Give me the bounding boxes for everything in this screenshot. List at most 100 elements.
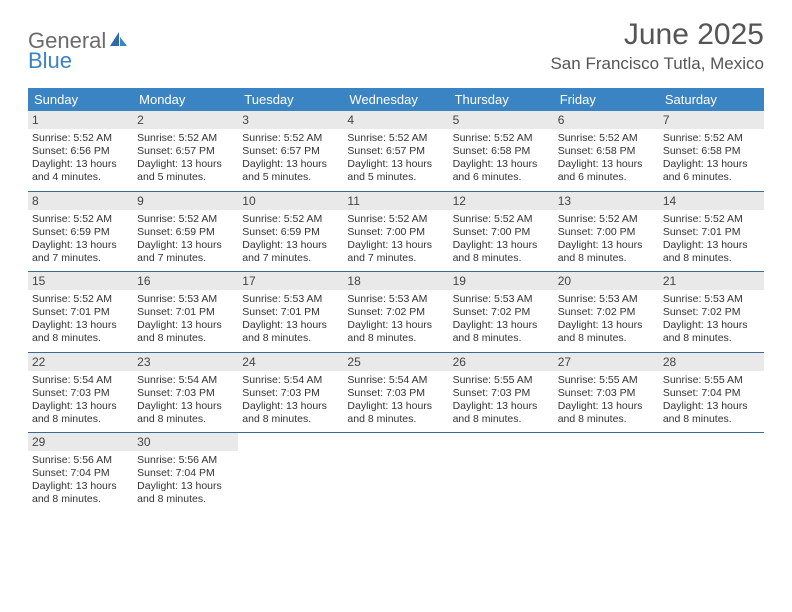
day-number: 16 bbox=[133, 272, 238, 290]
day-number: 20 bbox=[554, 272, 659, 290]
day-number: 19 bbox=[449, 272, 554, 290]
sunrise-line: Sunrise: 5:55 AM bbox=[663, 374, 760, 387]
day-number: 22 bbox=[28, 353, 133, 371]
day-number: 21 bbox=[659, 272, 764, 290]
sunrise-line: Sunrise: 5:53 AM bbox=[347, 293, 444, 306]
day-number: 3 bbox=[238, 111, 343, 129]
daylight-line: Daylight: 13 hours bbox=[32, 319, 129, 332]
calendar-cell: 6Sunrise: 5:52 AMSunset: 6:58 PMDaylight… bbox=[554, 111, 659, 191]
daylight-line: Daylight: 13 hours bbox=[663, 400, 760, 413]
calendar-cell bbox=[554, 433, 659, 513]
daylight-line: and 8 minutes. bbox=[558, 252, 655, 265]
sunrise-line: Sunrise: 5:56 AM bbox=[32, 454, 129, 467]
sunset-line: Sunset: 7:03 PM bbox=[347, 387, 444, 400]
sunset-line: Sunset: 6:59 PM bbox=[242, 226, 339, 239]
daylight-line: and 5 minutes. bbox=[347, 171, 444, 184]
day-number: 10 bbox=[238, 192, 343, 210]
calendar-cell: 10Sunrise: 5:52 AMSunset: 6:59 PMDayligh… bbox=[238, 192, 343, 272]
brand-part2-wrap: Blue bbox=[28, 48, 72, 74]
day-of-week-header: Sunday Monday Tuesday Wednesday Thursday… bbox=[28, 88, 764, 111]
daylight-line: and 7 minutes. bbox=[137, 252, 234, 265]
day-number: 27 bbox=[554, 353, 659, 371]
sunrise-line: Sunrise: 5:52 AM bbox=[663, 213, 760, 226]
sunset-line: Sunset: 6:57 PM bbox=[242, 145, 339, 158]
week-row: 1Sunrise: 5:52 AMSunset: 6:56 PMDaylight… bbox=[28, 111, 764, 192]
sunrise-line: Sunrise: 5:52 AM bbox=[32, 293, 129, 306]
daylight-line: Daylight: 13 hours bbox=[347, 158, 444, 171]
day-number: 12 bbox=[449, 192, 554, 210]
calendar-cell: 14Sunrise: 5:52 AMSunset: 7:01 PMDayligh… bbox=[659, 192, 764, 272]
sunset-line: Sunset: 6:59 PM bbox=[32, 226, 129, 239]
sunset-line: Sunset: 7:00 PM bbox=[453, 226, 550, 239]
day-number: 29 bbox=[28, 433, 133, 451]
sunrise-line: Sunrise: 5:52 AM bbox=[137, 213, 234, 226]
day-number: 30 bbox=[133, 433, 238, 451]
sunset-line: Sunset: 7:04 PM bbox=[663, 387, 760, 400]
sunset-line: Sunset: 7:03 PM bbox=[137, 387, 234, 400]
daylight-line: Daylight: 13 hours bbox=[32, 400, 129, 413]
calendar-cell bbox=[659, 433, 764, 513]
daylight-line: and 8 minutes. bbox=[347, 413, 444, 426]
day-number: 23 bbox=[133, 353, 238, 371]
calendar-cell bbox=[343, 433, 448, 513]
sunrise-line: Sunrise: 5:53 AM bbox=[137, 293, 234, 306]
day-number: 7 bbox=[659, 111, 764, 129]
calendar-cell: 5Sunrise: 5:52 AMSunset: 6:58 PMDaylight… bbox=[449, 111, 554, 191]
daylight-line: and 8 minutes. bbox=[453, 252, 550, 265]
daylight-line: and 8 minutes. bbox=[453, 413, 550, 426]
daylight-line: and 8 minutes. bbox=[347, 332, 444, 345]
dow-wednesday: Wednesday bbox=[343, 88, 448, 111]
daylight-line: Daylight: 13 hours bbox=[663, 319, 760, 332]
daylight-line: and 8 minutes. bbox=[558, 413, 655, 426]
sunset-line: Sunset: 7:02 PM bbox=[347, 306, 444, 319]
sunset-line: Sunset: 7:03 PM bbox=[558, 387, 655, 400]
daylight-line: and 7 minutes. bbox=[32, 252, 129, 265]
calendar-cell: 17Sunrise: 5:53 AMSunset: 7:01 PMDayligh… bbox=[238, 272, 343, 352]
calendar-cell: 12Sunrise: 5:52 AMSunset: 7:00 PMDayligh… bbox=[449, 192, 554, 272]
calendar-cell: 29Sunrise: 5:56 AMSunset: 7:04 PMDayligh… bbox=[28, 433, 133, 513]
calendar-cell: 9Sunrise: 5:52 AMSunset: 6:59 PMDaylight… bbox=[133, 192, 238, 272]
daylight-line: Daylight: 13 hours bbox=[663, 158, 760, 171]
sunset-line: Sunset: 6:59 PM bbox=[137, 226, 234, 239]
daylight-line: and 5 minutes. bbox=[242, 171, 339, 184]
day-number: 4 bbox=[343, 111, 448, 129]
daylight-line: Daylight: 13 hours bbox=[558, 239, 655, 252]
calendar-cell: 19Sunrise: 5:53 AMSunset: 7:02 PMDayligh… bbox=[449, 272, 554, 352]
daylight-line: and 8 minutes. bbox=[663, 332, 760, 345]
sunset-line: Sunset: 7:02 PM bbox=[558, 306, 655, 319]
sunrise-line: Sunrise: 5:56 AM bbox=[137, 454, 234, 467]
sunset-line: Sunset: 6:58 PM bbox=[663, 145, 760, 158]
daylight-line: Daylight: 13 hours bbox=[242, 239, 339, 252]
calendar-cell: 8Sunrise: 5:52 AMSunset: 6:59 PMDaylight… bbox=[28, 192, 133, 272]
daylight-line: and 7 minutes. bbox=[242, 252, 339, 265]
sunset-line: Sunset: 6:58 PM bbox=[453, 145, 550, 158]
calendar-cell: 26Sunrise: 5:55 AMSunset: 7:03 PMDayligh… bbox=[449, 353, 554, 433]
daylight-line: Daylight: 13 hours bbox=[347, 319, 444, 332]
sunrise-line: Sunrise: 5:53 AM bbox=[558, 293, 655, 306]
location-label: San Francisco Tutla, Mexico bbox=[550, 54, 764, 74]
sunset-line: Sunset: 7:01 PM bbox=[137, 306, 234, 319]
daylight-line: Daylight: 13 hours bbox=[347, 400, 444, 413]
brand-sail-icon bbox=[108, 30, 128, 53]
daylight-line: Daylight: 13 hours bbox=[453, 158, 550, 171]
daylight-line: and 8 minutes. bbox=[137, 413, 234, 426]
daylight-line: and 6 minutes. bbox=[558, 171, 655, 184]
daylight-line: Daylight: 13 hours bbox=[137, 319, 234, 332]
week-row: 15Sunrise: 5:52 AMSunset: 7:01 PMDayligh… bbox=[28, 272, 764, 353]
daylight-line: Daylight: 13 hours bbox=[137, 480, 234, 493]
sunrise-line: Sunrise: 5:54 AM bbox=[137, 374, 234, 387]
daylight-line: and 6 minutes. bbox=[663, 171, 760, 184]
calendar-cell bbox=[238, 433, 343, 513]
day-number: 17 bbox=[238, 272, 343, 290]
calendar-cell: 22Sunrise: 5:54 AMSunset: 7:03 PMDayligh… bbox=[28, 353, 133, 433]
sunset-line: Sunset: 7:03 PM bbox=[242, 387, 339, 400]
sunset-line: Sunset: 6:57 PM bbox=[347, 145, 444, 158]
sunset-line: Sunset: 6:56 PM bbox=[32, 145, 129, 158]
daylight-line: Daylight: 13 hours bbox=[347, 239, 444, 252]
sunset-line: Sunset: 7:00 PM bbox=[347, 226, 444, 239]
sunrise-line: Sunrise: 5:52 AM bbox=[347, 132, 444, 145]
calendar-cell: 24Sunrise: 5:54 AMSunset: 7:03 PMDayligh… bbox=[238, 353, 343, 433]
day-number: 15 bbox=[28, 272, 133, 290]
daylight-line: Daylight: 13 hours bbox=[453, 239, 550, 252]
calendar-cell: 4 Sunrise: 5:52 AMSunset: 6:57 PMDaylight… bbox=[343, 111, 448, 191]
